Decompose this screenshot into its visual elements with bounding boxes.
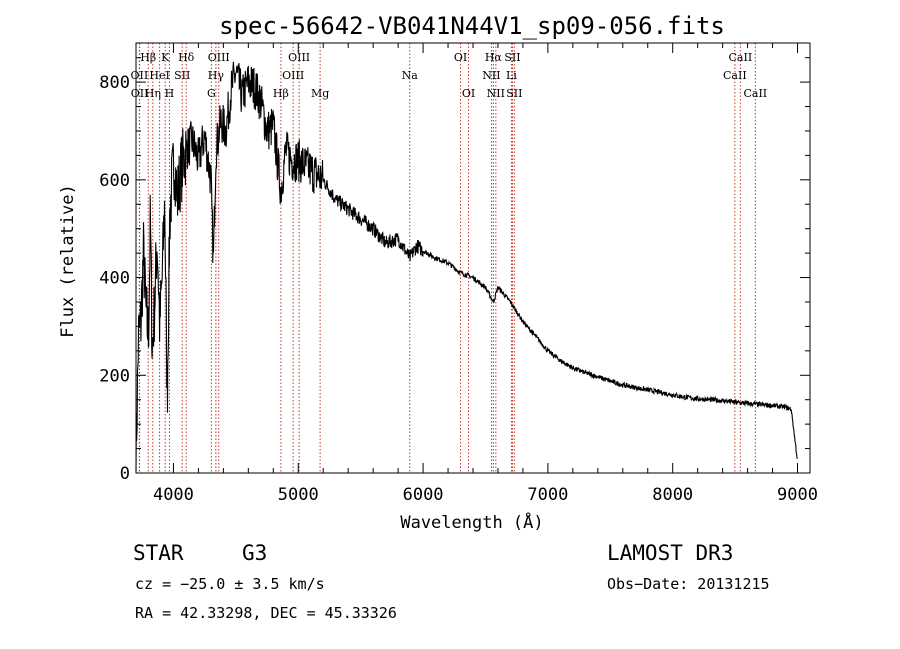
chart-title: spec-56642-VB041N44V1_sp09-056.fits — [219, 12, 725, 40]
line-label: OIII — [282, 69, 304, 82]
spectrum-line — [135, 61, 798, 473]
x-axis-ticks: 4000 5000 6000 7000 8000 9000 — [153, 43, 818, 505]
line-label: Hγ — [208, 69, 225, 82]
line-label: SII — [174, 69, 190, 82]
y-axis-label: Flux (relative) — [58, 184, 78, 338]
line-label: OII — [131, 69, 149, 82]
y-tick-label: 0 — [120, 464, 130, 484]
line-label: Hβ — [273, 87, 289, 100]
line-label: SII — [506, 87, 522, 100]
coordinates-text: RA = 42.33298, DEC = 45.33326 — [135, 604, 397, 622]
plot-frame — [135, 42, 811, 474]
y-tick-label: 400 — [99, 269, 130, 289]
line-label: H — [165, 87, 175, 100]
line-label: Mg — [311, 87, 329, 100]
line-label: CaII — [723, 69, 747, 82]
subclass-label: G3 — [242, 541, 268, 565]
x-tick-label: 6000 — [403, 485, 444, 505]
x-axis-label: Wavelength (Å) — [400, 511, 543, 533]
line-label: OIII — [288, 51, 310, 64]
line-label: NII — [487, 87, 505, 100]
line-label: OI — [454, 51, 467, 64]
line-label: K — [161, 51, 170, 64]
x-tick-label: 8000 — [652, 485, 693, 505]
survey-label: LAMOST DR3 — [607, 541, 734, 565]
redshift-text: cz = −25.0 ± 3.5 km/s — [135, 575, 325, 593]
class-label: STAR — [133, 541, 184, 565]
line-labels: Hβ OII OII K HeI Hη H Hδ SII OIII Hγ G Hβ OIII OIII Mg N… — [131, 51, 768, 100]
x-tick-label: 7000 — [527, 485, 568, 505]
y-tick-label: 200 — [99, 366, 130, 386]
line-label: OI — [462, 87, 475, 100]
line-label: OII — [131, 87, 149, 100]
x-tick-label: 4000 — [153, 485, 194, 505]
line-label: Hη — [145, 87, 161, 100]
line-markers — [138, 43, 756, 473]
line-label: Hδ — [178, 51, 195, 64]
line-label: HeI — [149, 69, 169, 82]
line-label: NII — [482, 69, 500, 82]
obs-date-text: Obs−Date: 20131215 — [607, 575, 770, 593]
y-axis-ticks: 0 200 400 600 800 — [99, 57, 810, 484]
line-label: OIII — [208, 51, 230, 64]
line-label: Hα — [485, 51, 503, 64]
line-label: Li — [506, 69, 517, 82]
y-tick-label: 800 — [99, 73, 130, 93]
x-tick-label: 5000 — [278, 485, 319, 505]
line-label: CaII — [743, 87, 767, 100]
x-tick-label: 9000 — [777, 485, 818, 505]
line-label: Hβ — [140, 51, 156, 64]
line-label: Na — [402, 69, 419, 82]
y-tick-label: 600 — [99, 171, 130, 191]
line-label: SII — [504, 51, 520, 64]
line-label: G — [207, 87, 216, 100]
line-label: CaII — [729, 51, 753, 64]
